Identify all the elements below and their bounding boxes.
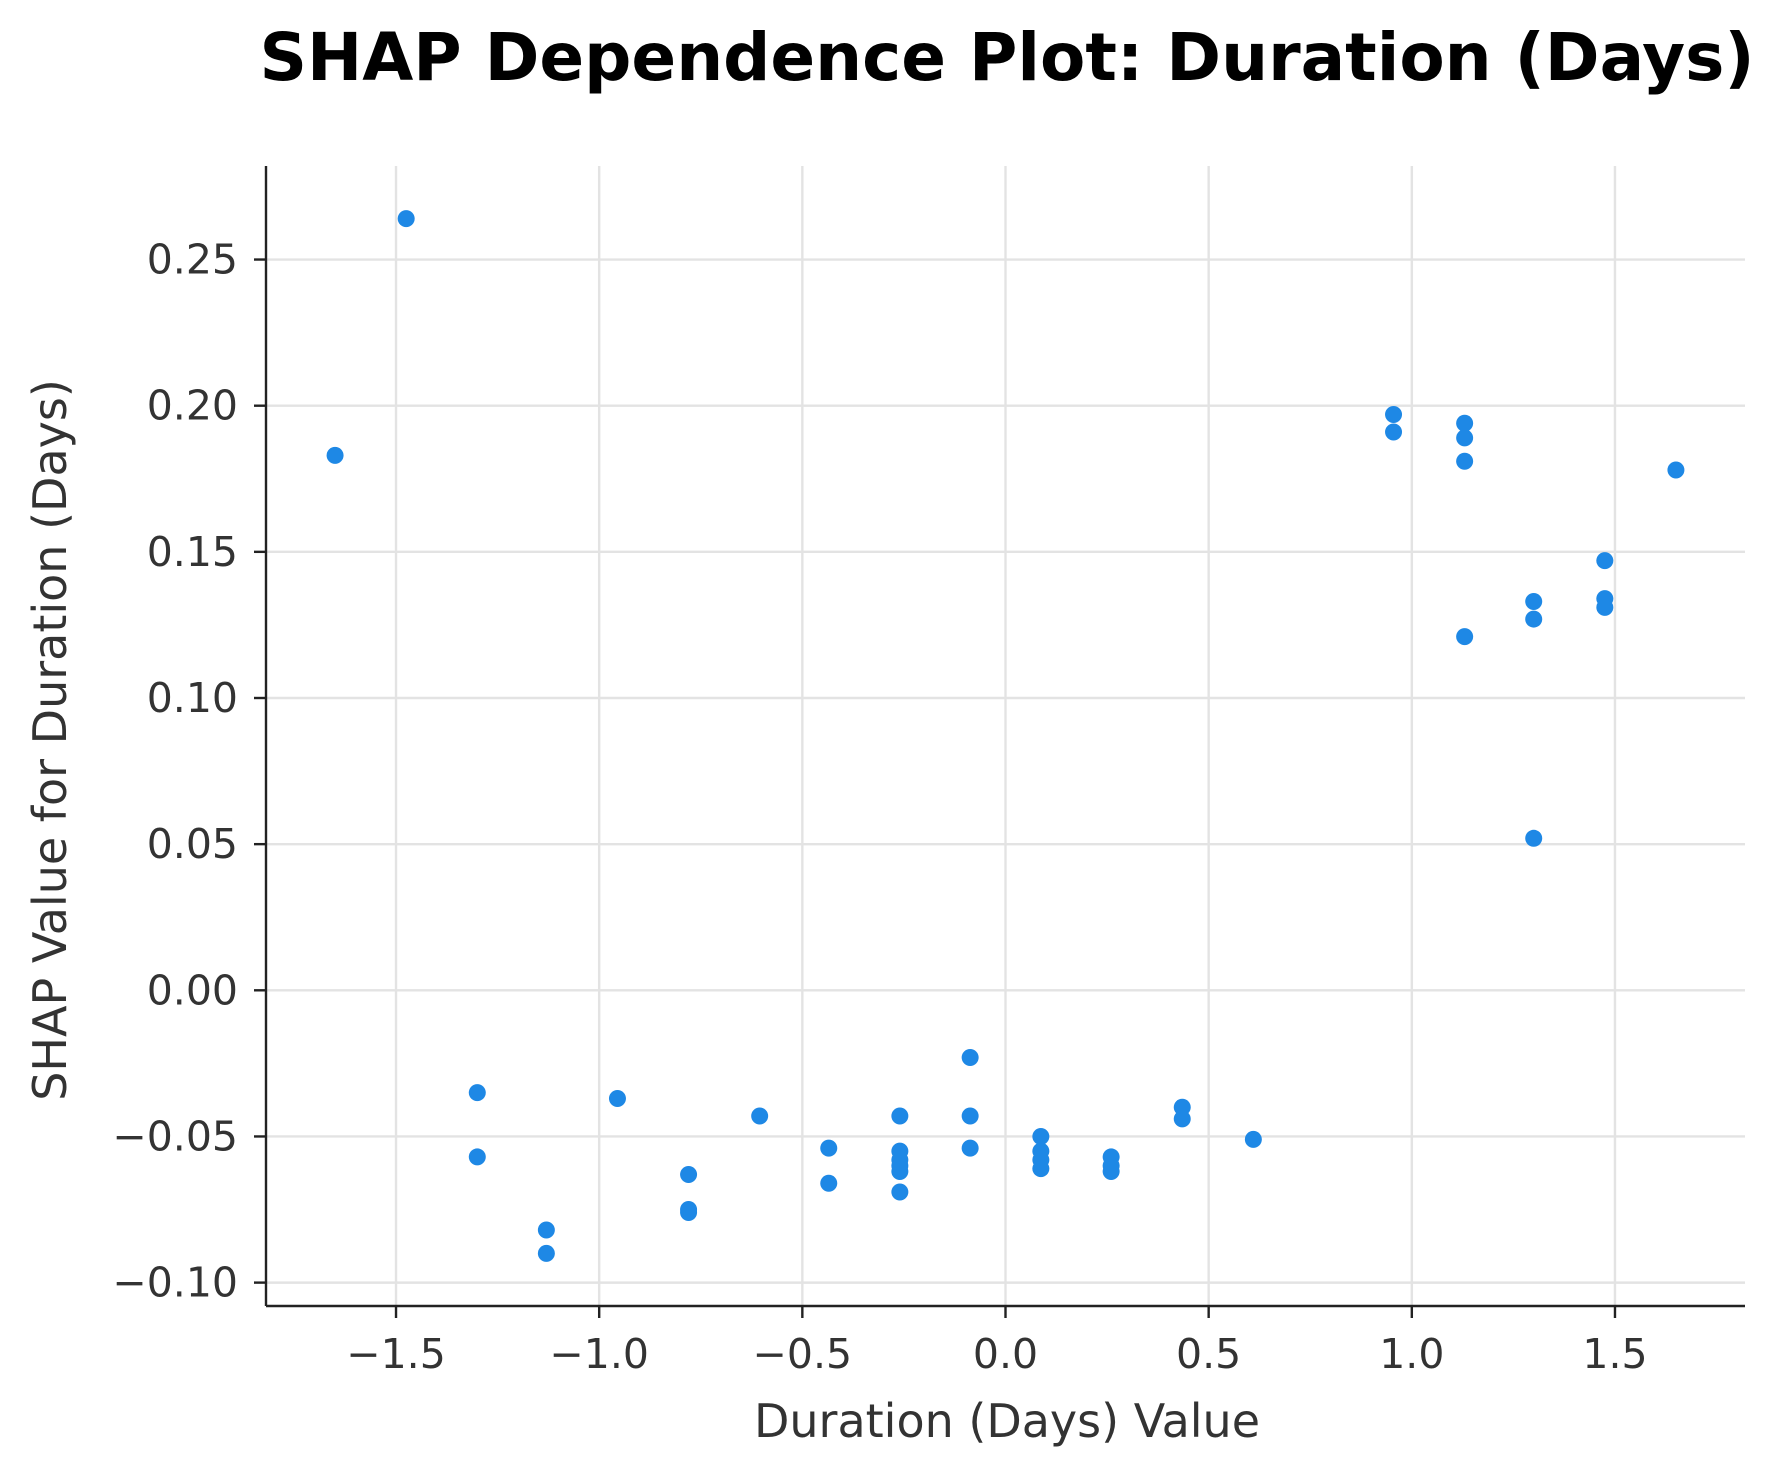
data-point [891,1163,909,1181]
y-tick-label: 0.15 [147,528,238,576]
x-tick-label: −1.5 [346,1330,446,1378]
data-point [1596,552,1614,570]
data-point [608,1089,626,1107]
data-point [820,1174,838,1192]
data-point [1032,1127,1050,1145]
x-tick-label: −1.0 [549,1330,649,1378]
data-point [961,1107,979,1125]
x-tick-label: 1.0 [1379,1330,1444,1378]
data-point [751,1107,769,1125]
data-point [1456,429,1474,447]
x-tick-label: 1.5 [1582,1330,1647,1378]
data-point [1596,598,1614,616]
chart-title: SHAP Dependence Plot: Duration (Days) [259,19,1754,96]
y-axis-ticks: −0.10 −0.05 0.00 0.05 0.10 0.15 0.20 0.25 [112,236,266,1307]
data-point [1456,452,1474,470]
data-point [820,1139,838,1157]
data-point [1244,1130,1262,1148]
data-point [961,1049,979,1067]
data-point [1525,610,1543,628]
data-points [326,210,1685,1262]
y-tick-label: 0.10 [147,674,238,722]
y-tick-label: 0.20 [147,382,238,430]
data-point [891,1107,909,1125]
data-point [1032,1160,1050,1178]
data-point [1525,593,1543,611]
x-axis-ticks: −1.5 −1.0 −0.5 0.0 0.5 1.0 1.5 [346,1306,1648,1378]
y-tick-label: 0.25 [147,236,238,284]
data-point [1456,414,1474,432]
data-point [537,1244,555,1262]
x-tick-label: 0.0 [973,1330,1038,1378]
x-tick-label: 0.5 [1176,1330,1241,1378]
data-point [397,210,415,228]
data-point [961,1139,979,1157]
data-point [1456,628,1474,646]
data-point [1173,1110,1191,1128]
data-point [1385,423,1403,441]
data-point [1102,1163,1120,1181]
data-point [326,446,344,464]
data-point [1667,461,1685,479]
x-axis-label: Duration (Days) Value [754,1394,1260,1448]
data-point [1525,829,1543,847]
y-axis-label: SHAP Value for Duration (Days) [23,379,77,1101]
y-tick-label: 0.00 [147,966,238,1014]
data-point [891,1183,909,1201]
data-point [468,1148,486,1166]
y-tick-label: −0.10 [112,1259,238,1307]
grid-lines [266,166,1745,1306]
data-point [468,1084,486,1102]
y-tick-label: −0.05 [112,1112,238,1160]
data-point [1173,1098,1191,1116]
y-tick-label: 0.05 [147,820,238,868]
data-point [680,1165,698,1183]
data-point [537,1221,555,1239]
x-tick-label: −0.5 [753,1330,853,1378]
data-point [680,1203,698,1221]
data-point [1385,405,1403,423]
